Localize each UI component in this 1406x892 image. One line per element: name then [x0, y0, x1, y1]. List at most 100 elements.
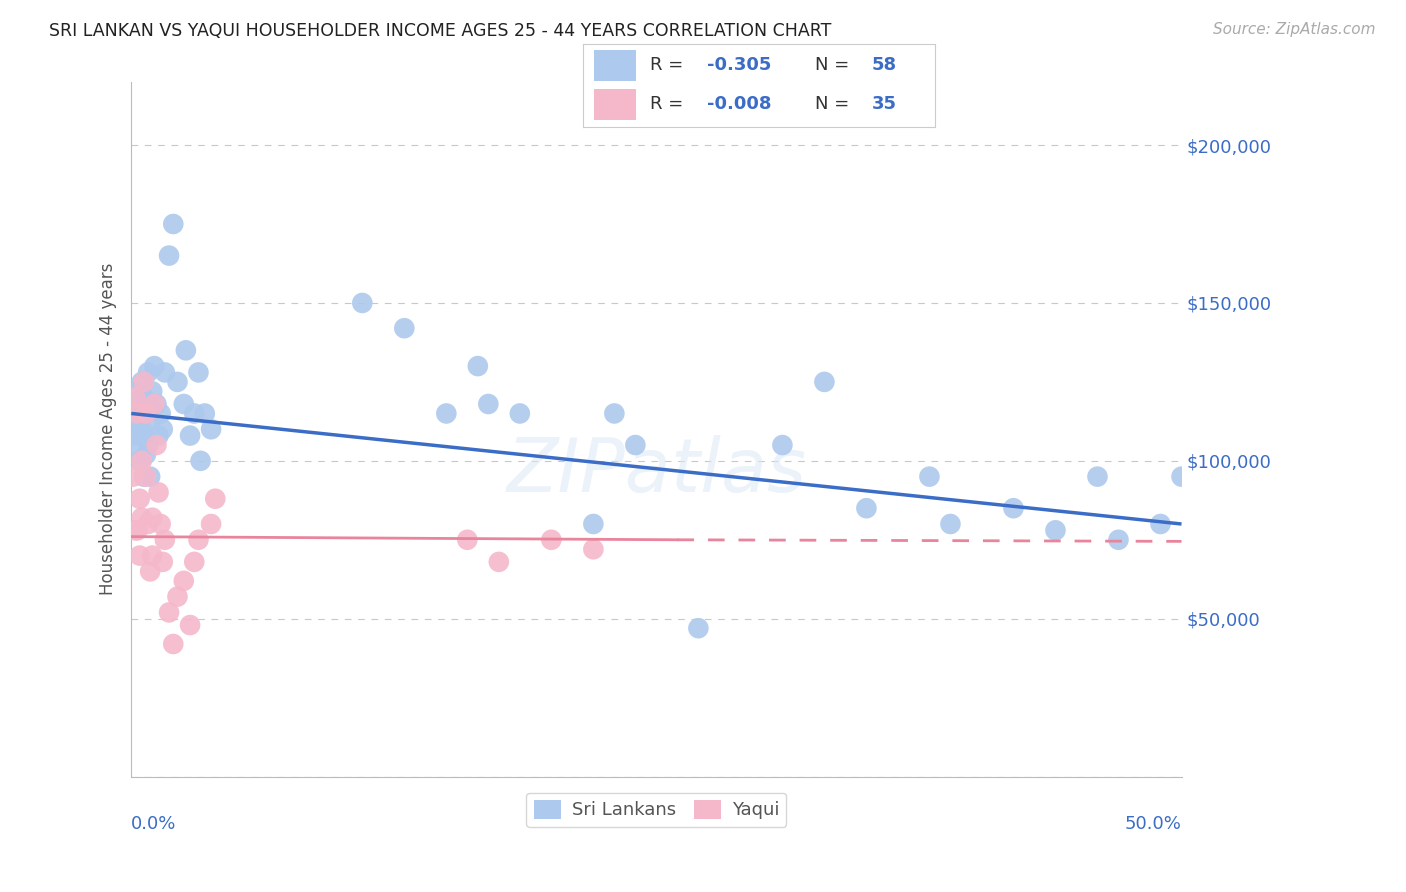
Point: [149, 407, 172, 421]
Point: [127, 416, 149, 430]
Point: [770, 438, 793, 452]
Point: [148, 485, 170, 500]
Point: [135, 469, 157, 483]
Point: [124, 524, 146, 538]
Point: [124, 391, 146, 405]
Point: [1170, 469, 1192, 483]
Point: [187, 366, 209, 380]
Point: [149, 516, 172, 531]
Point: [174, 343, 197, 358]
Point: [135, 448, 157, 462]
Point: [131, 422, 153, 436]
Point: [467, 359, 489, 373]
Point: [132, 469, 155, 483]
Point: [477, 397, 499, 411]
Point: [918, 469, 941, 483]
Point: [1002, 501, 1025, 516]
Point: [131, 375, 153, 389]
Point: [128, 454, 150, 468]
Point: [939, 516, 962, 531]
Point: [148, 428, 170, 442]
Point: [855, 501, 877, 516]
Point: [162, 637, 184, 651]
Point: [139, 565, 162, 579]
Point: [456, 533, 478, 547]
Point: [183, 555, 205, 569]
Legend: Sri Lankans, Yaqui: Sri Lankans, Yaqui: [526, 793, 786, 827]
Text: 0.0%: 0.0%: [131, 814, 177, 833]
Point: [141, 549, 163, 563]
Point: [153, 366, 176, 380]
Point: [166, 590, 188, 604]
Point: [434, 407, 457, 421]
Point: [153, 533, 176, 547]
Point: [582, 542, 605, 557]
Point: [173, 397, 195, 411]
Point: [540, 533, 562, 547]
Point: [143, 397, 166, 411]
Point: [157, 606, 180, 620]
Point: [132, 375, 155, 389]
Point: [157, 249, 180, 263]
Text: ZIPatlas: ZIPatlas: [506, 435, 807, 507]
Point: [132, 391, 155, 405]
Point: [122, 469, 145, 483]
Text: Source: ZipAtlas.com: Source: ZipAtlas.com: [1212, 22, 1375, 37]
Point: [143, 359, 166, 373]
Text: R =: R =: [650, 95, 689, 113]
Point: [136, 516, 159, 531]
Text: R =: R =: [650, 56, 689, 74]
Point: [200, 516, 222, 531]
Point: [582, 516, 605, 531]
Point: [173, 574, 195, 588]
Point: [145, 397, 167, 411]
Point: [136, 397, 159, 411]
Point: [131, 454, 153, 468]
Point: [128, 491, 150, 506]
Text: SRI LANKAN VS YAQUI HOUSEHOLDER INCOME AGES 25 - 44 YEARS CORRELATION CHART: SRI LANKAN VS YAQUI HOUSEHOLDER INCOME A…: [49, 22, 831, 40]
Point: [124, 397, 146, 411]
Text: N =: N =: [815, 56, 855, 74]
Text: 50.0%: 50.0%: [1125, 814, 1181, 833]
Point: [1108, 533, 1130, 547]
Point: [132, 428, 155, 442]
Point: [187, 533, 209, 547]
Point: [131, 510, 153, 524]
Text: 35: 35: [872, 95, 897, 113]
Point: [509, 407, 531, 421]
Text: -0.305: -0.305: [707, 56, 770, 74]
Point: [124, 438, 146, 452]
Point: [127, 384, 149, 399]
FancyBboxPatch shape: [593, 88, 637, 120]
Point: [352, 296, 374, 310]
Point: [128, 407, 150, 421]
Point: [139, 416, 162, 430]
Point: [204, 491, 226, 506]
Point: [139, 469, 162, 483]
Text: N =: N =: [815, 95, 855, 113]
Point: [1149, 516, 1171, 531]
Point: [136, 366, 159, 380]
Point: [127, 524, 149, 538]
Point: [145, 438, 167, 452]
Point: [1045, 524, 1067, 538]
Text: -0.008: -0.008: [707, 95, 770, 113]
Point: [166, 375, 188, 389]
Point: [194, 407, 217, 421]
Point: [141, 384, 163, 399]
FancyBboxPatch shape: [593, 50, 637, 81]
Point: [603, 407, 626, 421]
Text: 58: 58: [872, 56, 897, 74]
Point: [141, 510, 163, 524]
Point: [162, 217, 184, 231]
Point: [624, 438, 647, 452]
Y-axis label: Householder Income Ages 25 - 44 years: Householder Income Ages 25 - 44 years: [100, 263, 117, 596]
Point: [179, 618, 201, 632]
Point: [152, 422, 174, 436]
Point: [136, 438, 159, 452]
Point: [135, 407, 157, 421]
Point: [1087, 469, 1109, 483]
Point: [394, 321, 416, 335]
Point: [127, 407, 149, 421]
Point: [183, 407, 205, 421]
